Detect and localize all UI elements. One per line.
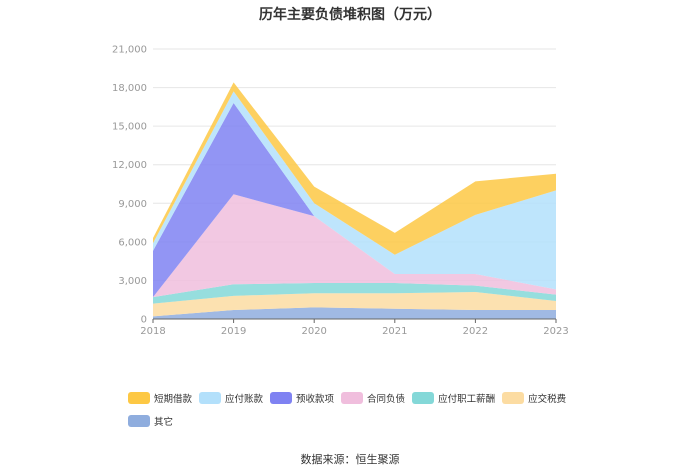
legend-label: 应付职工薪酬 xyxy=(438,394,496,405)
area-series-短期借款 xyxy=(153,82,556,255)
source-note: 数据来源：恒生聚源 xyxy=(300,453,400,466)
chart-title: 历年主要负债堆积图（万元） xyxy=(259,7,441,23)
y-tick-label: 18,000 xyxy=(112,83,147,94)
legend-label: 应交税费 xyxy=(528,394,567,405)
legend-label: 其它 xyxy=(154,417,174,428)
legend-swatch xyxy=(502,392,525,404)
x-tick-label: 2018 xyxy=(140,326,165,337)
legend-item[interactable]: 应交税费 xyxy=(502,391,566,405)
y-tick-label: 0 xyxy=(141,315,147,326)
legend-item[interactable]: 应付职工薪酬 xyxy=(412,391,495,405)
legend-swatch xyxy=(128,415,150,427)
x-tick-label: 2021 xyxy=(382,326,407,337)
legend-label: 预收款项 xyxy=(296,394,335,405)
legend-item[interactable]: 短期借款 xyxy=(128,391,192,405)
legend-swatch xyxy=(341,392,364,404)
y-tick-label: 6,000 xyxy=(118,237,147,248)
y-tick-label: 3,000 xyxy=(118,276,147,287)
legend-item[interactable]: 预收款项 xyxy=(270,391,334,405)
area-series-group xyxy=(153,82,556,319)
area-series-合同负债 xyxy=(153,194,556,298)
x-tick-label: 2023 xyxy=(543,326,568,337)
area-series-应交税费 xyxy=(153,292,556,317)
y-tick-label: 12,000 xyxy=(112,160,147,171)
legend-item[interactable]: 其它 xyxy=(128,414,173,428)
legend-label: 合同负债 xyxy=(367,394,406,405)
axes: 0 3,000 6,000 9,000 12,000 15,000 18,000 21,000… xyxy=(112,45,569,338)
legend-item[interactable]: 应付账款 xyxy=(199,391,263,405)
y-tick-label: 21,000 xyxy=(112,45,147,56)
legend: 短期借款 应付账款 预收款项 合同负债 应付职工薪酬 应交税费其它 xyxy=(128,389,598,435)
x-tick-label: 2022 xyxy=(463,326,488,337)
x-tick-label: 2019 xyxy=(221,326,246,337)
area-series-其它 xyxy=(153,307,556,319)
area-series-应付账款 xyxy=(153,91,556,290)
y-tick-label: 15,000 xyxy=(112,122,147,133)
legend-swatch xyxy=(270,392,293,404)
area-series-预收款项 xyxy=(153,103,556,298)
area-series-应付职工薪酬 xyxy=(153,283,556,304)
y-tick-label: 9,000 xyxy=(118,199,147,210)
legend-item[interactable]: 合同负债 xyxy=(341,391,405,405)
legend-swatch xyxy=(199,392,222,404)
legend-swatch xyxy=(412,392,435,404)
x-tick-label: 2020 xyxy=(301,326,326,337)
legend-label: 短期借款 xyxy=(154,394,193,405)
legend-swatch xyxy=(128,392,150,404)
legend-label: 应付账款 xyxy=(225,394,264,405)
